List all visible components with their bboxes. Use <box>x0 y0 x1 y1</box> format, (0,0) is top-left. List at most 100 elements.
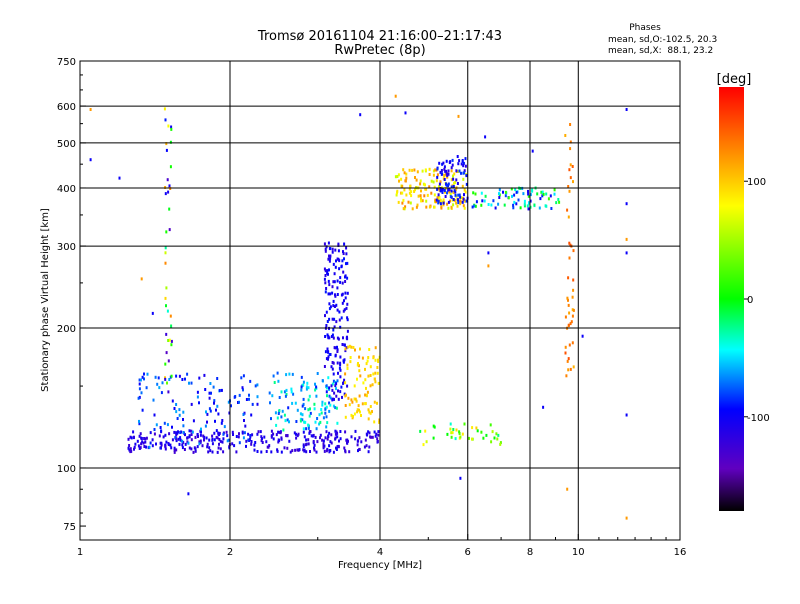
echo-point <box>333 397 335 401</box>
echo-point <box>345 252 348 256</box>
echo-point <box>277 379 280 383</box>
echo-point <box>134 442 137 446</box>
echo-point <box>333 280 336 284</box>
echo-point <box>428 205 431 209</box>
echo-point <box>329 292 332 296</box>
echo-point <box>443 173 446 177</box>
echo-point <box>459 195 462 199</box>
echo-point <box>335 387 337 391</box>
echo-point <box>165 148 168 152</box>
echo-point <box>571 295 574 299</box>
echo-point <box>183 448 186 451</box>
echo-point <box>499 442 502 446</box>
echo-point <box>432 169 435 173</box>
echo-point <box>462 197 465 201</box>
echo-point <box>572 308 575 312</box>
echo-point <box>451 431 454 435</box>
echo-point <box>476 429 479 433</box>
echo-point <box>331 317 334 321</box>
echo-point <box>461 432 464 436</box>
echo-point <box>358 394 361 398</box>
echo-point <box>257 430 260 434</box>
echo-point <box>324 411 327 415</box>
echo-point <box>401 191 404 195</box>
echo-point <box>170 343 173 347</box>
echo-point <box>139 432 142 436</box>
echo-point <box>346 329 349 333</box>
echo-point <box>334 429 337 433</box>
echo-point <box>182 410 185 414</box>
echo-point <box>408 168 411 172</box>
echo-point <box>450 189 453 193</box>
echo-point <box>474 204 477 208</box>
echo-point <box>265 440 268 444</box>
echo-point <box>314 382 316 386</box>
echo-point <box>330 433 333 437</box>
echo-point <box>221 440 224 444</box>
echo-point <box>328 449 331 453</box>
echo-point <box>287 406 290 410</box>
echo-point <box>309 450 311 453</box>
echo-point <box>309 411 312 415</box>
echo-point <box>484 194 487 198</box>
y-tick-label: 100 <box>57 464 76 475</box>
echo-point <box>625 237 628 241</box>
echo-point <box>256 402 259 406</box>
echo-point <box>164 376 166 380</box>
echo-point <box>307 426 310 430</box>
echo-point <box>153 432 156 436</box>
echo-point <box>231 430 234 434</box>
echo-point <box>219 439 222 443</box>
echo-point <box>323 277 326 281</box>
echo-point <box>519 206 522 210</box>
echo-point <box>325 245 328 249</box>
echo-point <box>315 394 318 398</box>
echo-point <box>320 408 323 411</box>
echo-point <box>327 376 330 380</box>
echo-point <box>513 200 516 204</box>
echo-point <box>175 439 178 443</box>
echo-point <box>332 450 335 454</box>
echo-point <box>149 441 152 445</box>
echo-point <box>296 434 299 438</box>
echo-point <box>443 165 446 169</box>
echo-point <box>448 188 451 192</box>
echo-point <box>285 434 288 438</box>
echo-point <box>366 433 369 437</box>
echo-point <box>439 189 442 193</box>
echo-point <box>581 334 584 338</box>
echo-point <box>374 434 377 438</box>
echo-point <box>169 443 172 447</box>
echo-point <box>222 450 225 454</box>
echo-point <box>304 443 307 447</box>
echo-point <box>301 418 304 422</box>
echo-point <box>504 194 507 198</box>
echo-point <box>374 346 377 350</box>
echo-point <box>541 194 544 198</box>
echo-point <box>165 142 168 146</box>
echo-point <box>328 409 331 413</box>
echo-point <box>250 440 253 443</box>
echo-point <box>325 390 328 394</box>
echo-point <box>316 417 319 420</box>
echo-point <box>371 383 374 387</box>
echo-point <box>332 262 335 266</box>
echo-point <box>265 450 268 453</box>
echo-point <box>327 241 330 245</box>
echo-point <box>397 173 400 177</box>
echo-point <box>331 382 334 386</box>
echo-point <box>346 316 349 320</box>
echo-point <box>345 438 348 442</box>
echo-point <box>452 185 455 188</box>
echo-point <box>331 250 334 254</box>
echo-point <box>349 356 352 359</box>
echo-point <box>188 381 190 385</box>
echo-point <box>194 447 197 451</box>
echo-point <box>342 381 345 385</box>
echo-point <box>228 446 231 450</box>
echo-point <box>242 413 245 416</box>
echo-point <box>404 179 407 183</box>
echo-point <box>371 435 374 439</box>
echo-point <box>173 446 176 450</box>
echo-point <box>329 396 332 400</box>
